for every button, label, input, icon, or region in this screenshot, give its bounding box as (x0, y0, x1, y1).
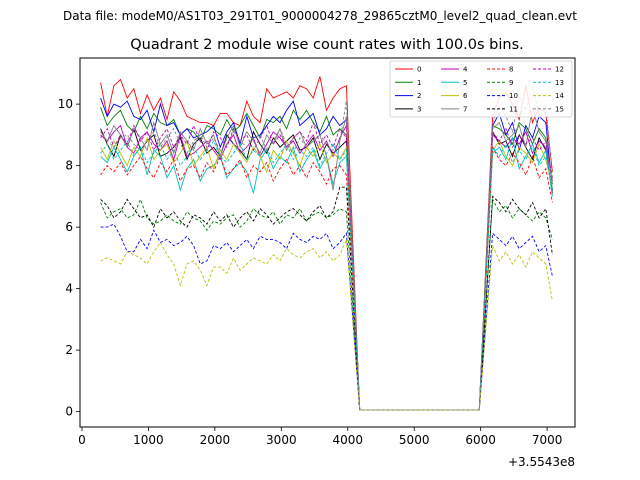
series-line-14 (100, 239, 553, 411)
legend-label-3: 3 (417, 105, 421, 113)
legend-box (389, 60, 573, 118)
legend-label-5: 5 (463, 79, 467, 87)
legend-label-4: 4 (463, 66, 468, 74)
legend-label-7: 7 (463, 105, 467, 113)
legend-label-6: 6 (463, 92, 468, 100)
y-tick-label: 8 (65, 159, 73, 173)
x-tick-label: 7000 (532, 433, 563, 447)
x-tick-label: 4000 (332, 433, 363, 447)
y-tick-label: 10 (58, 97, 73, 111)
legend-label-0: 0 (417, 66, 421, 74)
legend-label-8: 8 (509, 66, 513, 74)
chart-title: Quadrant 2 module wise count rates with … (130, 37, 524, 53)
x-tick-label: 5000 (399, 433, 430, 447)
axes-border (79, 57, 576, 428)
series-layer (100, 76, 553, 411)
legend-label-14: 14 (555, 92, 564, 100)
legend-label-1: 1 (417, 79, 421, 87)
series-line-9 (100, 197, 553, 411)
legend-label-12: 12 (555, 66, 564, 74)
x-tick-label: 3000 (266, 433, 297, 447)
series-line-15 (100, 87, 553, 411)
legend-label-13: 13 (555, 79, 564, 87)
x-tick-label: 0 (78, 433, 86, 447)
x-tick-label: 2000 (200, 433, 231, 447)
legend-label-11: 11 (509, 105, 518, 113)
y-tick-label: 2 (65, 343, 73, 357)
y-tick-label: 6 (65, 220, 73, 234)
x-axis: 0 1000 2000 3000 4000 5000 6000 7000 (78, 427, 562, 447)
legend-label-10: 10 (509, 92, 518, 100)
y-tick-label: 0 (65, 405, 73, 419)
suptitle: Data file: modeM0/AS1T03_291T01_90000042… (63, 9, 577, 23)
y-tick-label: 4 (65, 282, 73, 296)
legend-label-9: 9 (509, 79, 513, 87)
series-line-13 (100, 140, 553, 411)
x-tick-label: 6000 (465, 433, 496, 447)
x-offset-label: +3.5543e8 (508, 455, 575, 469)
x-tick-label: 1000 (133, 433, 164, 447)
legend-label-15: 15 (555, 105, 564, 113)
legend-label-2: 2 (417, 92, 421, 100)
y-axis: 0 2 4 6 8 10 (58, 97, 80, 419)
